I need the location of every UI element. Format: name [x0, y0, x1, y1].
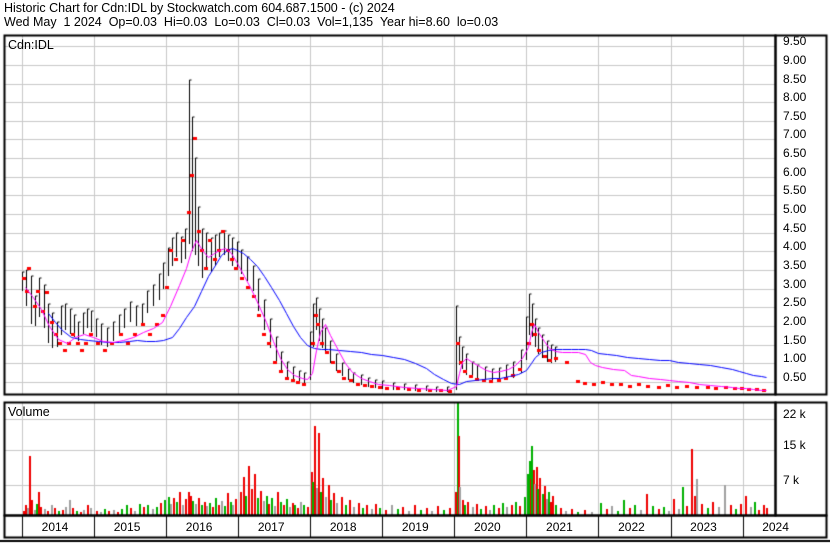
price-axis-tick: 5.50	[783, 183, 807, 198]
price-axis-tick: 1.50	[783, 332, 807, 347]
year-axis-tick: 2024	[762, 520, 789, 534]
price-axis-tick: 8.50	[783, 71, 807, 86]
price-axis-tick: 2.50	[783, 295, 807, 310]
price-axis-tick: 4.00	[783, 239, 807, 254]
year-axis-tick: 2014	[41, 520, 69, 534]
price-axis-tick: 3.00	[783, 276, 807, 291]
price-axis-tick: 0.50	[783, 370, 807, 385]
year-axis-tick: 2018	[329, 520, 357, 534]
price-axis-tick: 8.00	[783, 90, 807, 105]
price-axis-tick: 5.00	[783, 202, 807, 217]
price-axis-tick: 1.00	[783, 351, 807, 366]
year-axis-tick: 2022	[618, 520, 645, 534]
chart-header: Historic Chart for Cdn:IDL by Stockwatch…	[4, 1, 824, 29]
header-title-line: Historic Chart for Cdn:IDL by Stockwatch…	[4, 1, 395, 15]
year-axis-tick: 2020	[473, 520, 501, 534]
year-axis-tick: 2015	[113, 520, 141, 534]
volume-panel-label: Volume	[8, 405, 50, 419]
volume-axis-tick: 15 k	[783, 437, 806, 452]
header-quote-line: Wed May 1 2024 Op=0.03 Hi=0.03 Lo=0.03 C…	[4, 15, 499, 29]
price-panel-label: Cdn:IDL	[8, 38, 54, 52]
volume-axis-tick: 22 k	[783, 407, 806, 422]
year-axis-tick: 2023	[690, 520, 717, 534]
price-axis-tick: 2.00	[783, 314, 807, 329]
year-axis-tick: 2016	[185, 520, 213, 534]
year-axis-tick: 2019	[401, 520, 429, 534]
price-axis-tick: 9.50	[783, 34, 807, 49]
price-axis-tick: 3.50	[783, 258, 807, 273]
volume-axis-tick: 7 k	[783, 472, 800, 487]
year-axis-tick: 2021	[546, 520, 573, 534]
price-axis-tick: 6.00	[783, 164, 807, 179]
price-axis-tick: 4.50	[783, 220, 807, 235]
price-axis-tick: 7.50	[783, 108, 807, 123]
price-axis-tick: 7.00	[783, 127, 807, 142]
price-axis-tick: 6.50	[783, 146, 807, 161]
year-axis-tick: 2017	[257, 520, 285, 534]
price-axis-tick: 9.00	[783, 52, 807, 67]
